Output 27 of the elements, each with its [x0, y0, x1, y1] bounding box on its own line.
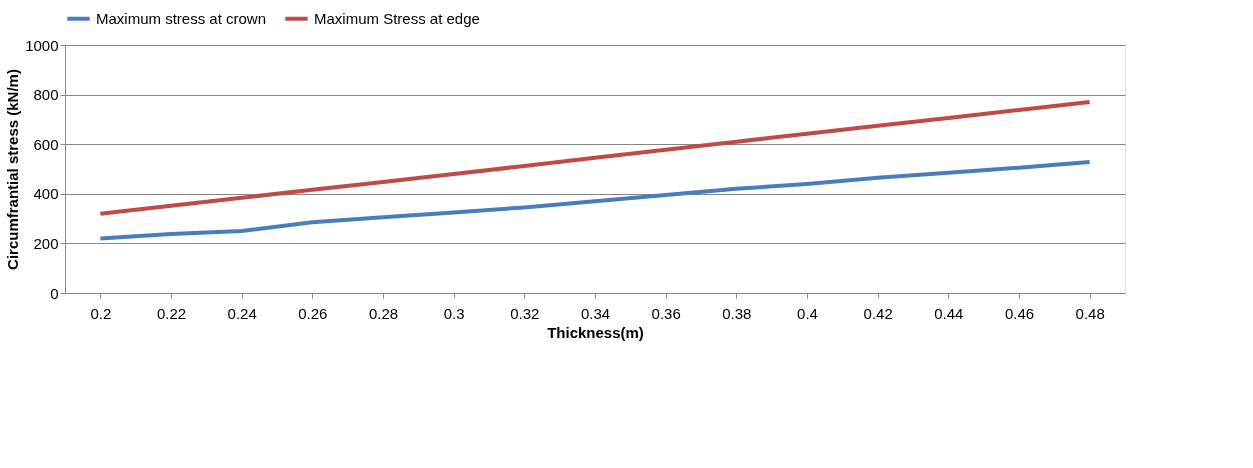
x-tick-label: 0.36	[651, 304, 681, 322]
legend-label: Maximum stress at crown	[96, 9, 267, 27]
y-tick-label: 0	[50, 284, 59, 302]
x-tick-label: 0.44	[934, 304, 964, 322]
y-tick-label: 400	[33, 185, 59, 203]
y-tick-label: 200	[33, 234, 59, 252]
x-axis-title: Thickness(m)	[547, 323, 644, 341]
x-tick-label: 0.4	[797, 304, 818, 322]
x-tick-label: 0.38	[722, 304, 752, 322]
line-series	[98, 160, 1092, 241]
y-tick-label: 1000	[25, 36, 59, 54]
x-tick-label: 0.28	[368, 304, 399, 322]
x-tick-label: 0.46	[1004, 304, 1035, 322]
y-tick-label: 800	[33, 86, 59, 104]
x-tick-label: 0.34	[580, 304, 611, 322]
x-tick-label: 0.48	[1075, 304, 1105, 322]
legend-label: Maximum Stress at edge	[314, 9, 480, 27]
line-series	[98, 100, 1092, 216]
x-tick-label: 0.24	[227, 304, 257, 322]
y-tick-label: 600	[33, 135, 59, 153]
x-tick-label: 0.22	[156, 304, 187, 322]
x-tick-label: 0.32	[510, 304, 540, 322]
y-axis-title: Circumfrantial stress (kN/m)	[4, 69, 22, 270]
x-tick-label: 0.3	[443, 304, 465, 322]
x-tick-label: 0.42	[863, 304, 893, 322]
x-tick-label: 0.2	[90, 304, 112, 322]
x-tick-label: 0.26	[298, 304, 328, 322]
